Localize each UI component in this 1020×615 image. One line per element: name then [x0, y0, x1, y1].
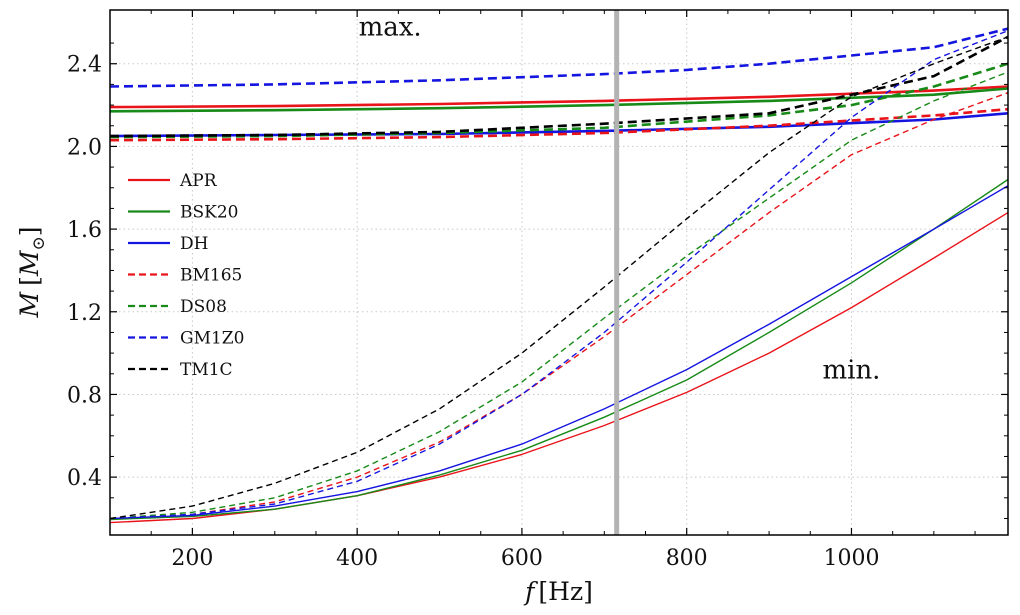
- axis-ticks: 200 400 600 800 1000 0.4 0.8 1.2 1.6 2.0 2.4: [67, 10, 1008, 571]
- series-ds08-max-line: [110, 62, 1008, 139]
- legend-label-tm1c: TM1C: [180, 360, 233, 380]
- y-tick-label: 2.0: [67, 135, 102, 160]
- series-dh-min-line: [110, 185, 1008, 520]
- series-apr-max-line: [110, 85, 1008, 109]
- series-gm1z0-min-line: [110, 30, 1008, 520]
- y-axis-label-symbol: M: [15, 291, 44, 319]
- x-tick-label: 400: [336, 546, 378, 571]
- grid: [110, 10, 1008, 535]
- y-tick-label: 2.4: [67, 53, 102, 78]
- y-axis-label-open: [: [15, 276, 44, 286]
- legend-label-ds08: DS08: [180, 297, 227, 317]
- series-bsk20-min-line: [110, 178, 1008, 521]
- x-axis-label-symbol: f: [523, 577, 538, 606]
- legend-label-gm1z0: GM1Z0: [180, 329, 244, 349]
- y-axis-label: M[M⊙]: [15, 227, 49, 319]
- y-tick-label: 0.8: [67, 383, 102, 408]
- series-layer: [110, 27, 1008, 524]
- series-gm1z0-max-line: [110, 27, 1008, 88]
- x-tick-label: 800: [666, 546, 708, 571]
- x-tick-label: 1000: [823, 546, 879, 571]
- y-tick-label: 1.6: [67, 218, 102, 243]
- series-bsk20-max-line: [110, 87, 1008, 113]
- plot-frame: [109, 9, 1009, 536]
- legend-label-apr: APR: [179, 171, 218, 191]
- legend-label-bm165: BM165: [180, 266, 242, 286]
- y-tick-label: 0.4: [67, 466, 102, 491]
- y-axis-label-close: ]: [15, 227, 44, 237]
- series-bm165-min-line: [110, 92, 1008, 520]
- x-axis-label: f [Hz]: [523, 577, 593, 606]
- series-tm1c-max-line: [110, 35, 1008, 138]
- y-axis-label-unit-symbol: M: [15, 249, 44, 277]
- x-axis-label-unit: [Hz]: [538, 577, 592, 606]
- series-bm165-max-line: [110, 107, 1008, 142]
- y-axis-label-unit-sub: ⊙: [29, 236, 49, 250]
- series-tm1c-min-line: [110, 36, 1008, 520]
- legend-label-dh: DH: [180, 234, 208, 254]
- y-tick-label: 1.2: [67, 301, 102, 326]
- x-tick-label: 600: [501, 546, 543, 571]
- annotation-max: max.: [359, 13, 422, 43]
- legend-label-bsk20: BSK20: [180, 203, 238, 223]
- annotation-min: min.: [822, 356, 880, 386]
- legend: APR BSK20 DH BM165 DS08 GM1Z0 TM1C: [128, 171, 244, 380]
- series-ds08-min-line: [110, 71, 1008, 520]
- x-tick-label: 200: [171, 546, 213, 571]
